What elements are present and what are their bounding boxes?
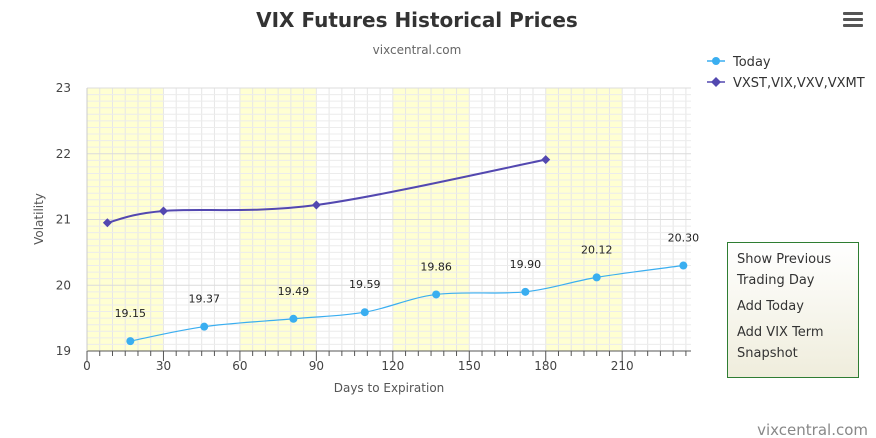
data-point <box>200 322 209 331</box>
legend-item-today[interactable]: Today <box>707 55 771 70</box>
legend[interactable]: Today VXST,VIX,VXV,VXMT <box>707 55 865 91</box>
x-tick-label: 150 <box>458 359 481 373</box>
x-tick-label: 0 <box>83 359 91 373</box>
x-tick-label: 30 <box>156 359 171 373</box>
menu-item-show-previous[interactable]: Show Previous <box>737 252 832 267</box>
data-point <box>432 290 441 299</box>
data-label: 19.59 <box>349 278 381 291</box>
legend-marker-today <box>712 57 720 65</box>
data-point <box>102 218 112 228</box>
axes: 0 30 60 90 120 150 180 210 19 20 21 22 23 <box>56 81 691 373</box>
chart-subtitle: vixcentral.com <box>373 43 462 57</box>
y-tick-label: 22 <box>56 147 71 161</box>
data-label: 19.49 <box>278 285 310 298</box>
menu-bar <box>843 12 863 15</box>
y-tick-label: 19 <box>56 344 71 358</box>
credit-link[interactable]: vixcentral.com <box>757 421 868 438</box>
legend-item-term[interactable]: VXST,VIX,VXV,VXMT <box>707 76 865 91</box>
data-label: 19.90 <box>510 258 542 271</box>
data-point <box>158 206 168 216</box>
y-tick-label: 20 <box>56 278 71 292</box>
x-tick-label: 120 <box>381 359 404 373</box>
data-point <box>289 314 298 323</box>
data-point <box>679 261 688 270</box>
menu-item-add-today[interactable]: Add Today <box>737 299 804 314</box>
data-label: 19.37 <box>188 293 220 306</box>
data-point <box>592 273 601 282</box>
y-tick-label: 21 <box>56 213 71 227</box>
grid-lines <box>87 87 691 351</box>
data-point <box>541 155 551 165</box>
series-layer: 19.15 19.37 19.49 19.59 19.86 19.90 20.12 20.30 <box>102 155 700 346</box>
data-point <box>126 337 135 346</box>
x-tick-label: 210 <box>611 359 634 373</box>
data-point <box>360 308 369 317</box>
legend-marker-term <box>711 77 721 87</box>
context-menu: Show Previous Trading Day Add Today Add … <box>727 242 859 378</box>
series-term <box>102 155 551 228</box>
menu-item-snapshot[interactable]: Snapshot <box>737 346 798 361</box>
data-label: 20.12 <box>581 243 613 256</box>
data-point <box>521 287 530 296</box>
menu-item-add-vix-term[interactable]: Add VIX Term <box>737 325 824 340</box>
data-point <box>311 200 321 210</box>
legend-label-today: Today <box>732 55 771 70</box>
legend-label-term: VXST,VIX,VXV,VXMT <box>733 76 865 91</box>
series-today: 19.15 19.37 19.49 19.59 19.86 19.90 20.12 20.30 <box>115 232 700 346</box>
data-label: 19.15 <box>115 307 147 320</box>
y-axis-title: Volatility <box>32 193 46 245</box>
data-label: 19.86 <box>420 260 452 273</box>
x-tick-label: 60 <box>232 359 247 373</box>
x-tick-label: 180 <box>534 359 557 373</box>
menu-bar <box>843 18 863 21</box>
chart-title: VIX Futures Historical Prices <box>256 8 578 32</box>
series-line-term <box>107 158 546 224</box>
y-tick-label: 23 <box>56 81 71 95</box>
x-tick-label: 90 <box>309 359 324 373</box>
hamburger-menu-icon[interactable] <box>843 12 863 30</box>
x-axis-title: Days to Expiration <box>334 381 445 395</box>
menu-item-trading-day[interactable]: Trading Day <box>737 273 815 288</box>
menu-bar <box>843 24 863 27</box>
data-label: 20.30 <box>668 232 700 245</box>
